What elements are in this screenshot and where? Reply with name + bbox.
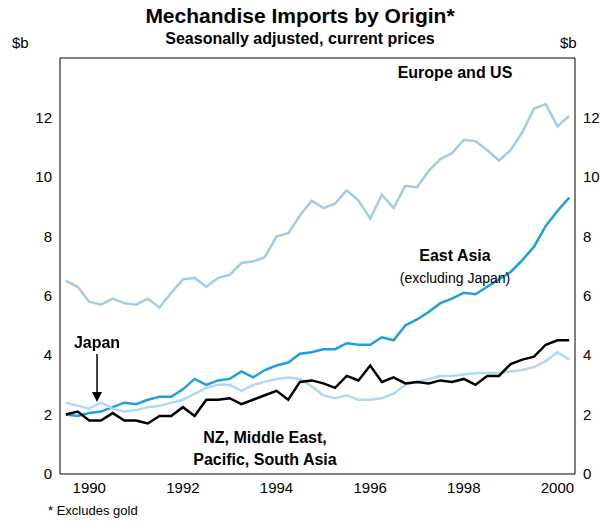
svg-text:6: 6: [44, 287, 52, 304]
html-text:$b: $b: [12, 34, 29, 51]
html-text:East Asia: East Asia: [419, 247, 491, 264]
svg-text:2: 2: [583, 406, 591, 423]
svg-text:1992: 1992: [166, 479, 199, 496]
svg-text:2: 2: [44, 406, 52, 423]
svg-text:2000: 2000: [541, 479, 574, 496]
html-text:Europe and US: Europe and US: [397, 64, 513, 81]
html-text:* Excludes gold: * Excludes gold: [48, 503, 138, 518]
html-text:Seasonally adjusted, current p: Seasonally adjusted, current prices: [165, 30, 435, 47]
html-text:Pacific, South Asia: Pacific, South Asia: [193, 451, 337, 468]
svg-text:1990: 1990: [73, 479, 106, 496]
svg-text:1996: 1996: [353, 479, 386, 496]
svg-text:8: 8: [44, 228, 52, 245]
svg-text:1994: 1994: [260, 479, 293, 496]
svg-text:10: 10: [583, 168, 592, 185]
svg-text:0: 0: [44, 465, 52, 482]
html-text:Mechandise Imports by Origin*: Mechandise Imports by Origin*: [145, 4, 455, 27]
svg-text:6: 6: [583, 287, 591, 304]
html-text:NZ, Middle East,: NZ, Middle East,: [203, 429, 327, 446]
svg-text:4: 4: [44, 346, 52, 363]
svg-text:0: 0: [583, 465, 591, 482]
svg-text:1998: 1998: [447, 479, 480, 496]
html-text:$b: $b: [560, 34, 577, 51]
svg-text:12: 12: [583, 109, 592, 126]
svg-text:8: 8: [583, 228, 591, 245]
svg-text:12: 12: [35, 109, 52, 126]
svg-text:10: 10: [35, 168, 52, 185]
svg-text:4: 4: [583, 346, 591, 363]
html-text:(excluding Japan): (excluding Japan): [399, 270, 511, 286]
html-text:Japan: Japan: [73, 334, 121, 351]
